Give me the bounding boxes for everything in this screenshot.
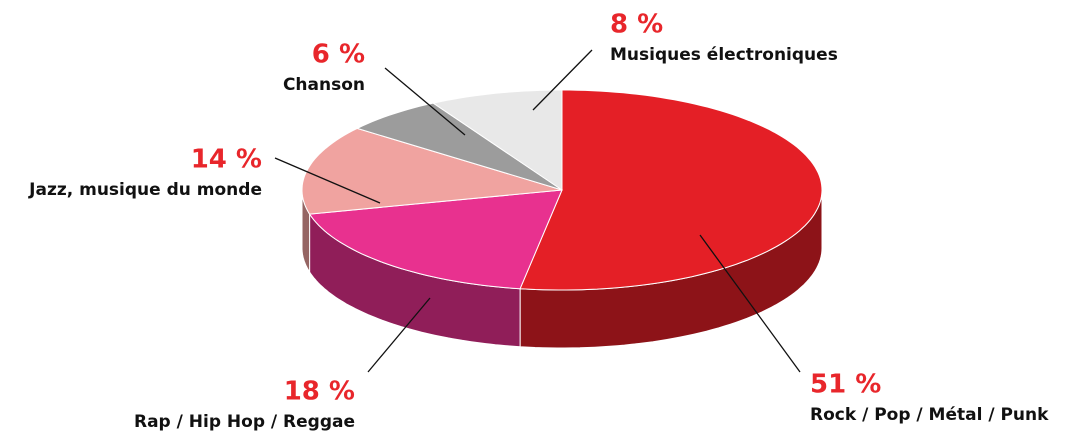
- slice: [431, 89, 563, 191]
- category-label: Jazz, musique du monde: [28, 180, 262, 200]
- slice: [308, 189, 563, 290]
- leader-line: [367, 297, 431, 373]
- category-label: Musiques électroniques: [610, 45, 838, 65]
- leader-line: [274, 157, 381, 204]
- slice: [355, 102, 563, 191]
- leader-line: [699, 234, 801, 373]
- category-label: Rap / Hip Hop / Reggae: [134, 412, 355, 432]
- value-label: 18 %: [284, 377, 355, 407]
- category-label: Rock / Pop / Métal / Punk: [810, 405, 1049, 425]
- slice: [301, 127, 563, 215]
- value-label: 6 %: [312, 40, 365, 70]
- slice-side: [301, 189, 311, 273]
- value-label: 14 %: [191, 145, 262, 175]
- value-label: 51 %: [810, 370, 881, 400]
- value-label: 8 %: [610, 10, 663, 40]
- leader-line: [384, 67, 466, 136]
- slice: [519, 89, 823, 291]
- leader-line: [532, 49, 593, 111]
- category-label: Chanson: [283, 75, 365, 95]
